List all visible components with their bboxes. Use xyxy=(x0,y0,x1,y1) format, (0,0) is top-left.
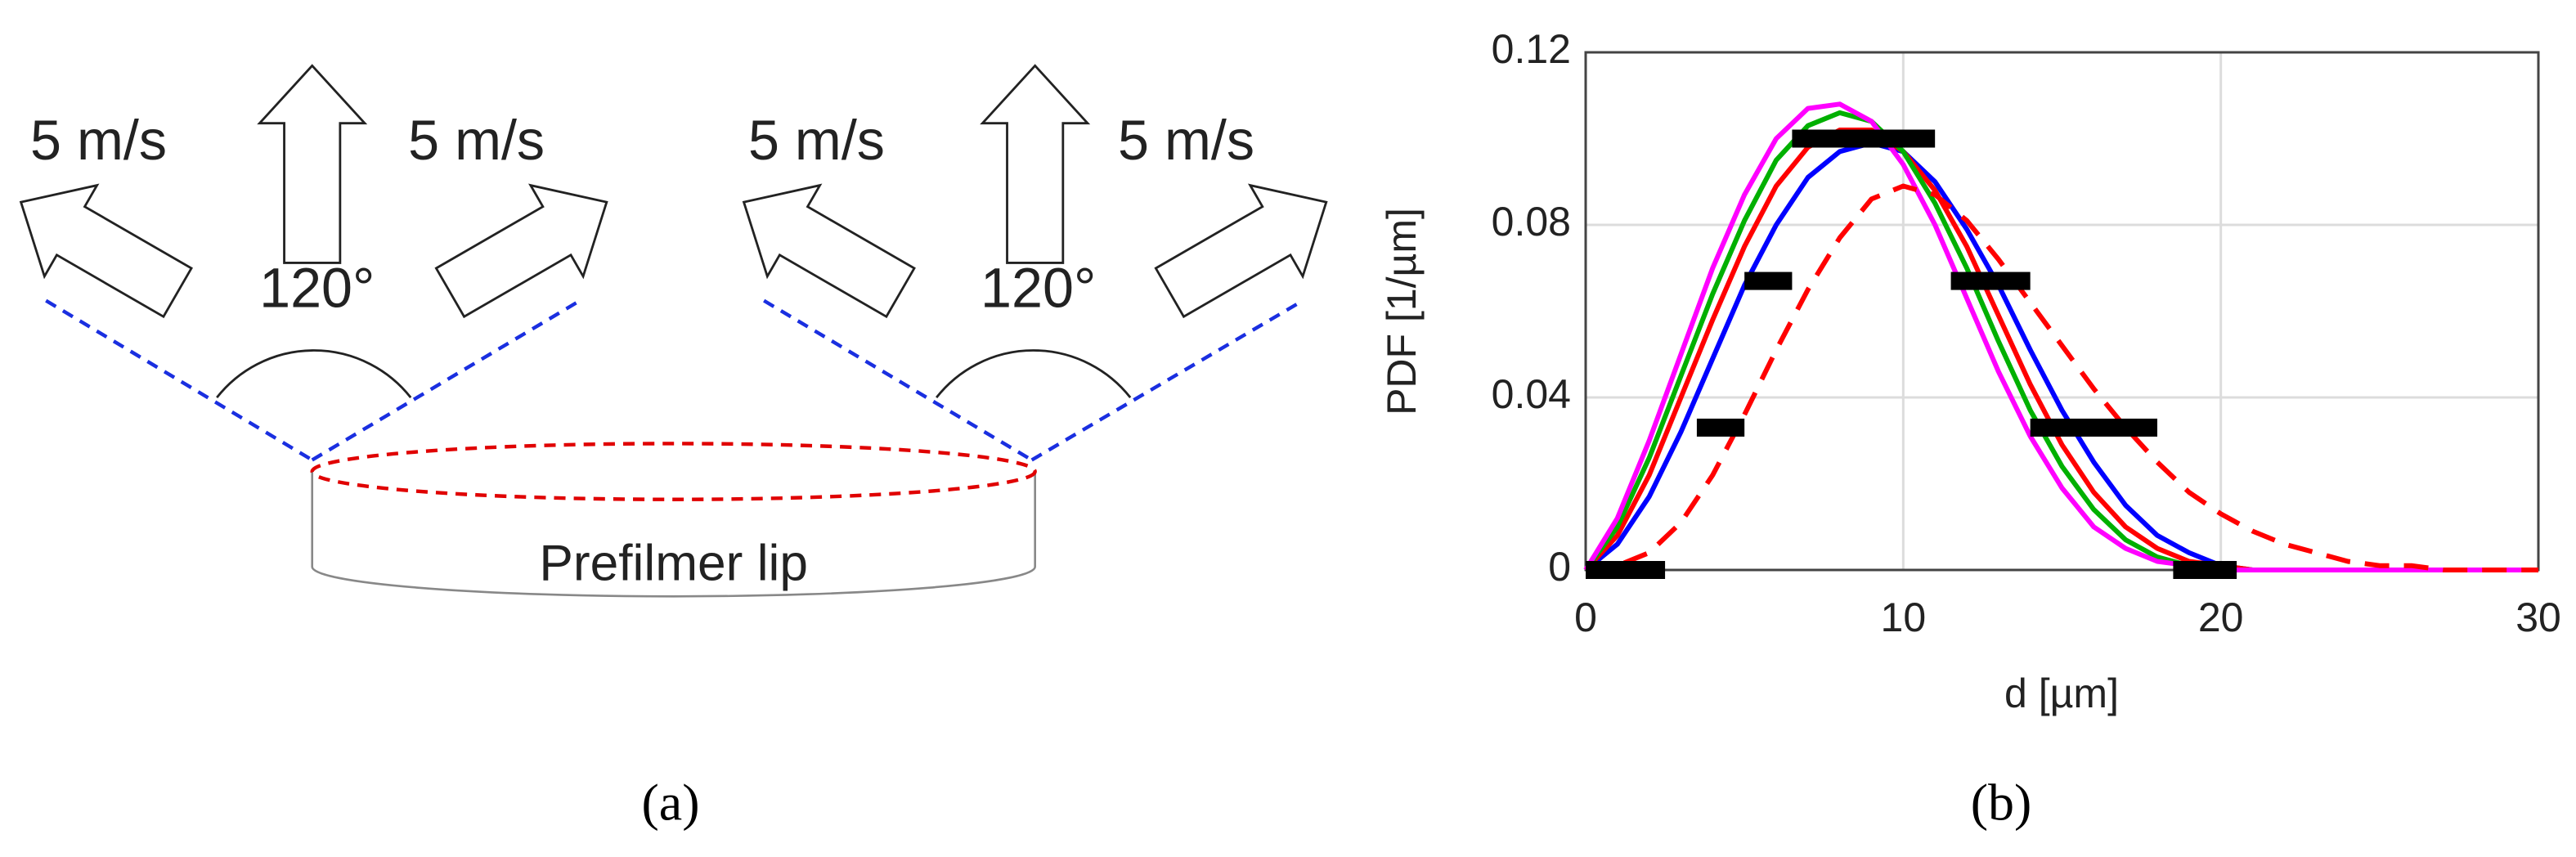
data-bar xyxy=(1950,271,2031,290)
series-line xyxy=(1583,101,2538,572)
flow-line xyxy=(45,298,313,462)
arrow xyxy=(742,183,916,319)
x-tick-label: 0 xyxy=(1574,595,1597,640)
diagram-labels: 5 m/s 5 m/s 5 m/s 5 m/s 120° 120° Prefil… xyxy=(30,110,1254,592)
speed-label: 5 m/s xyxy=(1118,110,1254,172)
data-bar xyxy=(2173,561,2237,579)
angle-label: 120° xyxy=(259,258,375,320)
angle-arc xyxy=(936,349,1132,399)
angle-label: 120° xyxy=(981,258,1096,320)
data-bar xyxy=(2030,418,2157,437)
arrow xyxy=(434,183,608,319)
y-tick-label: 0 xyxy=(1548,544,1571,590)
arrow xyxy=(1154,183,1328,319)
caption: (b) xyxy=(1971,774,2032,832)
data-bar xyxy=(1744,271,1793,290)
x-tick-label: 30 xyxy=(2515,595,2561,640)
data-bar xyxy=(1696,418,1745,437)
arrows xyxy=(19,64,1328,319)
lip-body xyxy=(311,471,1036,598)
y-tick-label: 0.12 xyxy=(1492,26,1571,72)
flow-lines xyxy=(45,298,1304,462)
plot-frame xyxy=(1584,51,2540,572)
caption: (a) xyxy=(641,774,699,832)
plot-area xyxy=(1586,52,2538,570)
arrow xyxy=(19,183,193,319)
y-tick-label: 0.08 xyxy=(1492,199,1571,245)
arrow xyxy=(980,64,1091,264)
speed-label: 5 m/s xyxy=(30,110,167,172)
y-tick-label: 0.04 xyxy=(1492,371,1571,417)
x-axis-label: d [µm] xyxy=(2004,671,2119,716)
flow-line xyxy=(1030,298,1304,462)
lip-label: Prefilmer lip xyxy=(539,536,808,592)
diagram: 5 m/s 5 m/s 5 m/s 5 m/s 120° 120° Prefil… xyxy=(19,64,1328,598)
x-tick-label: 10 xyxy=(1881,595,1927,640)
angle-arc xyxy=(216,349,412,399)
y-axis-label: PDF [1/µm] xyxy=(1379,208,1425,415)
arrow xyxy=(257,64,368,264)
x-tick-label: 20 xyxy=(2198,595,2244,640)
flow-line xyxy=(311,298,581,462)
series-line xyxy=(1585,183,2538,572)
speed-label: 5 m/s xyxy=(748,110,885,172)
data-bar xyxy=(1586,561,1666,579)
lip-edge xyxy=(310,442,1037,501)
speed-label: 5 m/s xyxy=(408,110,545,172)
flow-line xyxy=(763,298,1033,462)
data-bar xyxy=(1792,129,1936,148)
